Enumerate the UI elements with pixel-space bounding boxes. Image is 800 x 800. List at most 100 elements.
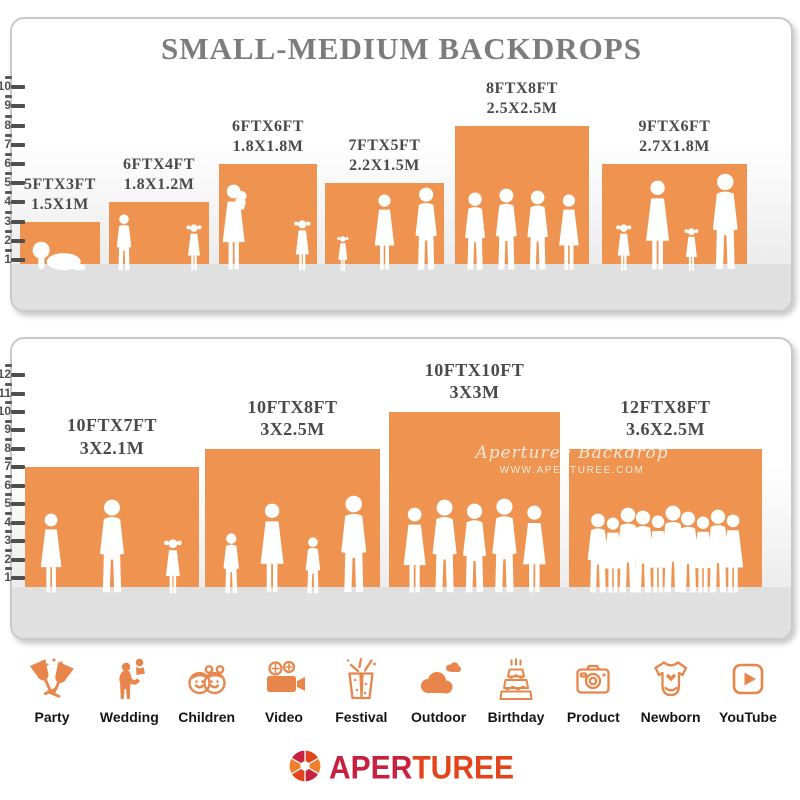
- watermark: Aperturee Backdrop WWW.APERTUREE.COM: [442, 443, 702, 476]
- ruler-number: 5: [4, 175, 11, 190]
- ruler-number: 6: [4, 156, 11, 170]
- brand-logo-text: APERTUREE: [329, 750, 514, 787]
- aperture-logo-icon: [286, 747, 324, 790]
- category-item-wedding: Wedding: [93, 656, 165, 725]
- size-label-ft: 10FTX8FT: [247, 396, 338, 417]
- ruler-tick-major: [11, 391, 25, 396]
- size-label-ft: 7FTX5FT: [348, 137, 421, 155]
- ruler-number: 1: [4, 252, 11, 266]
- size-label-ft: 10FTX10FT: [424, 359, 525, 380]
- backdrop-bar-9ftx6ft: [602, 164, 747, 264]
- ruler-number: 2: [4, 232, 11, 247]
- backdrop-size-label: 10FTX8FT 3X2.5M: [198, 396, 388, 441]
- ruler-tick-minor: [5, 419, 12, 423]
- size-label-m: 3X3M: [449, 382, 500, 403]
- ruler-number: 9: [4, 422, 11, 437]
- category-row: Party Wedding Children Video Festival Outdoor…: [16, 656, 784, 725]
- category-item-children: Children: [171, 656, 243, 725]
- ruler-tick-major: [11, 373, 25, 378]
- ruler-tick-minor: [5, 248, 12, 252]
- size-label-m: 3X2.1M: [79, 437, 145, 458]
- backdrop-bar-10ftx8ft: [205, 448, 380, 587]
- category-item-festival: Festival: [325, 656, 397, 725]
- ruler-number: 3: [4, 213, 11, 228]
- ruler-tick-minor: [5, 438, 12, 442]
- ruler-tick-minor: [5, 456, 12, 460]
- logo-text-segment: TUREE: [412, 750, 515, 786]
- backdrop-bar-10ftx7ft: [25, 467, 199, 587]
- ruler-tick-major: [11, 428, 25, 433]
- category-item-outdoor: Outdoor: [403, 656, 475, 725]
- ruler-number: 1: [4, 570, 11, 584]
- ruler-tick-major: [11, 520, 25, 525]
- size-label-m: 1.8X1.8M: [232, 138, 304, 155]
- size-label-ft: 6FTX6FT: [232, 118, 304, 135]
- category-label: Children: [178, 709, 236, 725]
- ruler-tick-major: [11, 142, 25, 147]
- ground-floor: [12, 587, 791, 638]
- ruler-tick-minor: [5, 229, 12, 233]
- ruler-tick-minor: [5, 152, 12, 156]
- ruler-tick-minor: [5, 493, 12, 497]
- children-icon: [188, 665, 226, 695]
- category-item-youtube: YouTube: [712, 656, 784, 725]
- category-item-birthday: Birthday: [480, 656, 552, 725]
- festival-icon: [347, 657, 377, 700]
- ruler-number: 7: [4, 136, 11, 151]
- youtube-icon: [732, 663, 764, 695]
- ruler-tick-minor: [5, 172, 12, 176]
- aperture-icon: [288, 749, 322, 783]
- size-label-m: 2.2X1.5M: [349, 157, 420, 175]
- logo-text-segment: APER: [328, 750, 413, 786]
- category-label: Wedding: [99, 709, 159, 725]
- size-label-ft: 8FTX8FT: [486, 79, 558, 97]
- ruler-tick-major: [11, 123, 25, 128]
- size-label-ft: 9FTX6FT: [638, 118, 711, 135]
- ruler-tick-minor: [5, 210, 12, 214]
- ruler-tick-minor: [5, 548, 12, 552]
- category-label: Video: [265, 709, 303, 725]
- party-icon: [29, 658, 74, 698]
- ruler-tick-major: [11, 557, 25, 562]
- size-label-ft: 12FTX8FT: [620, 396, 711, 417]
- size-label-ft: 10FTX7FT: [66, 415, 157, 436]
- backdrop-size-label: 8FTX8FT 2.5X2.5M: [427, 79, 617, 119]
- backdrop-size-label: 6FTX4FT 1.8X1.2M: [64, 155, 254, 195]
- product-icon: [576, 664, 610, 694]
- watermark-url: WWW.APERTUREE.COM: [499, 465, 645, 476]
- ruler-tick-minor: [5, 401, 12, 405]
- ruler-tick-minor: [5, 382, 12, 386]
- brand-logo: APERTUREE: [0, 747, 800, 790]
- size-label-m: 1.5X1M: [31, 195, 89, 213]
- ruler-tick-major: [11, 465, 25, 470]
- size-label-ft: 5FTX3FT: [24, 175, 96, 193]
- ruler-tick-major: [11, 502, 25, 507]
- ruler-tick-major: [11, 104, 25, 109]
- ruler-number: 8: [4, 117, 11, 132]
- backdrop-bar-10ftx10ft: [389, 411, 560, 587]
- category-label: Outdoor: [411, 709, 467, 725]
- ruler-tick-major: [11, 200, 25, 205]
- ruler-tick-minor: [5, 95, 12, 99]
- watermark-brand: Aperturee Backdrop: [475, 443, 669, 463]
- category-item-product: Product: [557, 656, 629, 725]
- ruler-number: 10: [0, 79, 11, 94]
- ruler-number: 11: [0, 385, 11, 400]
- backdrop-size-label: 12FTX8FT 3.6X2.5M: [571, 396, 761, 441]
- ruler-tick-major: [11, 181, 25, 186]
- ruler-number: 7: [4, 459, 11, 474]
- ruler-number: 12: [0, 367, 11, 382]
- category-item-video: Video: [248, 656, 320, 725]
- backdrop-size-label: 10FTX7FT 3X2.1M: [17, 414, 207, 459]
- ruler-number: 9: [4, 98, 11, 113]
- category-item-party: Party: [16, 656, 88, 725]
- ruler-tick-minor: [5, 76, 12, 80]
- category-label: Product: [566, 709, 620, 725]
- ruler-tick-major: [11, 446, 25, 451]
- backdrop-size-label: 6FTX6FT 1.8X1.8M: [173, 117, 363, 157]
- backdrop-size-label: 9FTX6FT 2.7X1.8M: [580, 117, 770, 157]
- size-label-m: 2.7X1.8M: [639, 138, 710, 155]
- category-item-newborn: Newborn: [635, 656, 707, 725]
- category-label: Birthday: [487, 709, 545, 725]
